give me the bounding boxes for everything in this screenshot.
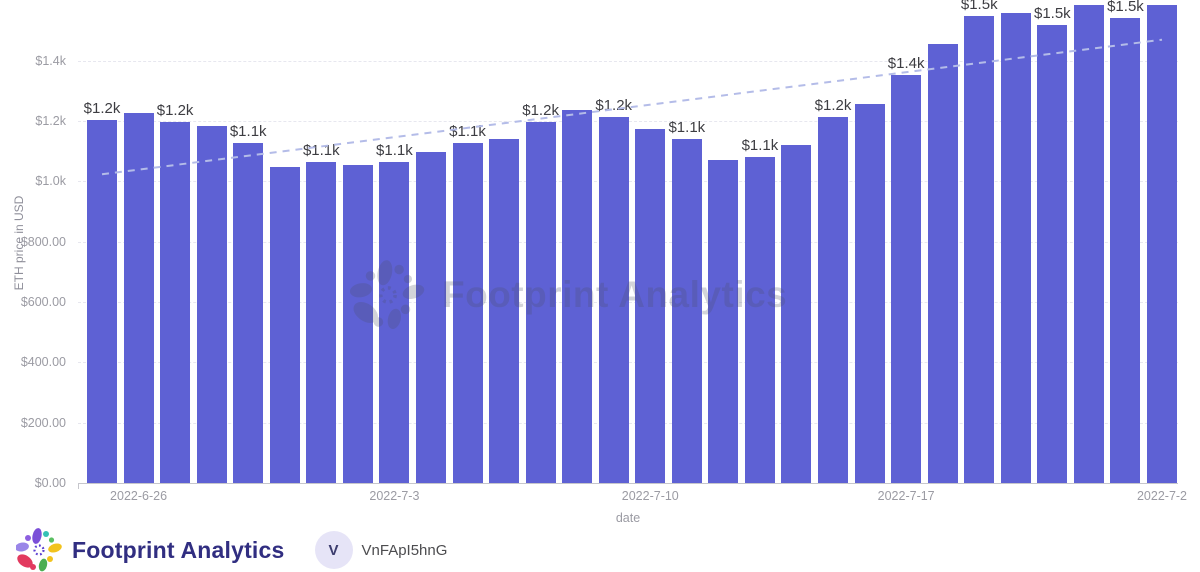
x-tick-label: 2022-7-3 [369,489,420,503]
footprint-flower-logo-icon [16,528,62,572]
bar[interactable] [489,139,520,483]
bar-value-label: $1.1k [449,122,486,140]
bar-value-label: $1.2k [595,96,633,114]
bar[interactable] [233,142,264,483]
bar[interactable] [342,164,373,483]
brand-name: Footprint Analytics [72,536,285,563]
bar-value-label: $1.5k [1033,4,1071,22]
user-avatar-badge[interactable]: V [314,531,353,569]
bar[interactable] [1000,12,1031,483]
bar[interactable] [123,113,154,483]
bar-value-label: $1.1k [229,122,267,140]
y-tick-label: $200.00 [20,415,66,430]
bar[interactable] [1073,4,1104,483]
watermark: Footprint Analytics [350,260,787,330]
bar[interactable] [671,139,702,483]
bar[interactable] [525,121,556,483]
bar-value-label: $1.1k [302,141,340,159]
y-tick-label: $600.00 [20,295,66,310]
x-tick-label: 2022-7-2 [1136,489,1188,503]
bar-value-label: $1.1k [668,119,706,137]
user-id-text: VnFApI5hnG [361,541,448,559]
bar[interactable] [87,119,117,483]
x-tick-label: 2022-7-17 [877,489,935,503]
bar[interactable] [160,121,191,483]
bar[interactable] [744,156,775,483]
y-tick-label: $800.00 [20,234,66,249]
y-tick-label: $1.0k [35,174,66,189]
bar[interactable] [1147,4,1177,483]
bar[interactable] [927,43,958,483]
bar[interactable] [598,116,629,483]
bar[interactable] [964,15,995,483]
bar[interactable] [891,75,922,483]
bar[interactable] [1037,24,1068,483]
x-axis-tick [78,483,79,489]
x-axis-line [78,483,1178,484]
bar[interactable] [306,161,337,483]
bar[interactable] [196,126,227,483]
watermark-text: Footprint Analytics [442,274,788,315]
bar[interactable] [1110,17,1141,483]
footprint-flower-watermark-icon [350,260,425,330]
bar[interactable] [854,103,885,483]
x-tick-label: 2022-7-10 [621,489,679,503]
x-axis-title: date [615,511,641,525]
x-tick-label: 2022-6-26 [110,489,168,503]
bar[interactable] [635,128,666,483]
bar[interactable] [269,166,300,483]
bar[interactable] [818,116,849,483]
y-tick-label: $400.00 [20,355,66,370]
bar-value-label: $1.2k [156,101,194,119]
bar[interactable] [379,162,410,483]
bar[interactable] [781,144,812,483]
bar[interactable] [452,142,483,483]
footer-branding: Footprint Analytics V VnFApI5hnG [16,528,448,572]
bar[interactable] [708,159,739,483]
y-tick-label: $1.2k [35,114,66,129]
y-tick-label: $0.00 [34,476,66,490]
bar-value-label: $1.5k [1107,0,1144,15]
bar[interactable] [415,151,446,483]
bar-value-label: $1.5k [960,0,998,13]
y-tick-label: $1.4k [35,53,66,68]
